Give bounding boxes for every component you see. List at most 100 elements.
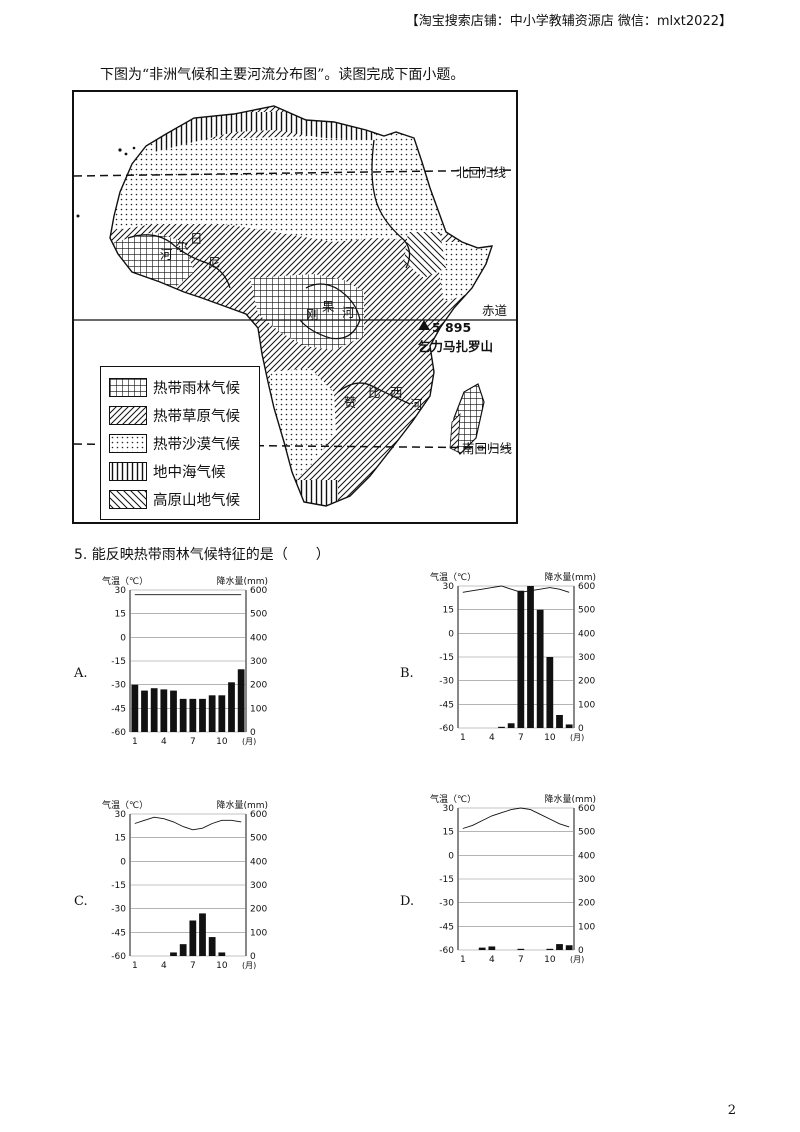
climate-chart-c[interactable]: 气温（℃） 降水量(mm) 30 15 0 -15 -30 -45 -60 600 500 400 30…: [92, 796, 274, 974]
precip-bar: [565, 724, 573, 728]
precip-tick-label: 100: [578, 922, 595, 932]
mediterranean-swatch: [109, 461, 147, 481]
option-b-letter[interactable]: B.: [400, 666, 414, 681]
legend-item: 热带沙漠气候: [109, 429, 259, 457]
temp-tick-label: 15: [115, 834, 126, 844]
precip-tick-label: 100: [250, 704, 267, 714]
option-d-letter[interactable]: D.: [400, 894, 415, 909]
precip-tick-label: 600: [578, 804, 595, 814]
tropic-of-cancer-line: [74, 169, 516, 177]
temp-tick-label: -60: [111, 952, 126, 962]
temp-tick-label: 15: [443, 828, 454, 838]
month-tick-label: 7: [518, 955, 524, 965]
precip-tick-label: 400: [578, 629, 595, 639]
precip-tick-label: 500: [578, 828, 595, 838]
temp-tick-label: 0: [120, 857, 126, 867]
month-tick-label: 4: [489, 733, 495, 743]
temp-axis-label: 气温（℃）: [430, 571, 476, 583]
precip-bar: [546, 948, 554, 950]
peak-name-label: 乞力马扎罗山: [418, 339, 494, 354]
precip-bar: [498, 726, 505, 728]
option-c-letter[interactable]: C.: [74, 894, 88, 909]
temp-tick-label: -30: [439, 677, 454, 687]
nile-river: [371, 139, 411, 269]
precip-bar: [170, 952, 177, 956]
month-tick-label: 7: [518, 733, 524, 743]
month-tick-label: 10: [544, 955, 556, 965]
precip-bar: [208, 695, 216, 732]
month-tick-label: 10: [544, 733, 556, 743]
precip-tick-label: 200: [578, 677, 595, 687]
precip-tick-label: 200: [250, 905, 267, 915]
congo-label-2: 果: [322, 299, 335, 314]
climate-chart-a[interactable]: 气温（℃） 降水量(mm) 30 15 0 -15 -30 -45 -60 600 500 400 30…: [92, 572, 274, 750]
month-tick-label: 1: [460, 955, 466, 965]
savanna-swatch: [109, 405, 147, 425]
congo-label-1: 刚: [306, 307, 319, 322]
month-tick-label: 4: [161, 961, 167, 971]
precip-bar: [141, 690, 148, 732]
precip-tick-label: 400: [250, 633, 267, 643]
tropic-of-capricorn-line: [74, 443, 516, 449]
precip-tick-label: 600: [578, 582, 595, 592]
month-unit-label: (月): [570, 955, 584, 964]
legend-label: 热带沙漠气候: [153, 436, 240, 453]
precip-bar: [189, 698, 197, 732]
precip-bar: [170, 690, 177, 732]
temp-tick-label: 30: [115, 810, 127, 820]
zambezi-label-1: 赞: [344, 395, 357, 410]
temp-tick-label: 30: [443, 804, 455, 814]
legend-label: 热带草原气候: [153, 408, 240, 425]
temp-tick-label: -60: [439, 946, 454, 956]
month-tick-label: 10: [216, 737, 228, 747]
precip-axis-label: 降水量(mm): [216, 799, 268, 811]
temp-tick-label: -15: [439, 875, 454, 885]
temp-tick-label: 0: [448, 851, 454, 861]
month-tick-label: 7: [190, 961, 196, 971]
precip-tick-label: 400: [578, 851, 595, 861]
precip-tick-label: 500: [250, 610, 267, 620]
zambezi-label-4: 河: [410, 397, 423, 412]
niger-label-1: 河: [160, 247, 173, 262]
climate-chart-b[interactable]: 气温（℃） 降水量(mm) 30 15 0 -15 -30 -45 -60 600 500 400 30…: [420, 568, 602, 750]
niger-label-2: 尔: [176, 239, 189, 254]
climate-chart-d[interactable]: 气温（℃） 降水量(mm) 30 15 0 -15 -30 -45 -60 600 500 400 30…: [420, 790, 602, 972]
precip-tick-label: 200: [250, 681, 267, 691]
question-5: 5. 能反映热带雨林气候特征的是（ ）: [74, 547, 330, 563]
month-tick-label: 4: [161, 737, 167, 747]
temp-tick-label: -30: [111, 681, 126, 691]
intro-text: 下图为“非洲气候和主要河流分布图”。读图完成下面小题。: [100, 67, 465, 83]
precip-bar: [199, 698, 206, 732]
page-header: 【淘宝搜索店铺：中小学教辅资源店 微信：mlxt2022】: [405, 14, 732, 29]
precip-tick-label: 100: [250, 928, 267, 938]
mountain-icon: [418, 320, 430, 330]
precip-tick-label: 500: [578, 606, 595, 616]
month-unit-label: (月): [570, 733, 584, 742]
precip-bar: [218, 952, 226, 956]
precip-tick-label: 100: [578, 700, 595, 710]
temp-tick-label: -15: [439, 653, 454, 663]
legend-label: 高原山地气候: [153, 492, 240, 509]
option-a-letter[interactable]: A.: [74, 666, 88, 681]
precip-axis-label: 降水量(mm): [216, 575, 268, 587]
temp-axis-label: 气温（℃）: [430, 793, 476, 805]
precip-tick-label: 600: [250, 586, 267, 596]
precip-tick-label: 300: [578, 653, 595, 663]
temp-tick-label: 30: [115, 586, 127, 596]
temp-tick-label: -45: [439, 922, 454, 932]
congo-label-3: 河: [342, 305, 355, 320]
precip-bar: [237, 669, 245, 732]
legend-item: 高原山地气候: [109, 485, 259, 513]
desert-swatch: [109, 433, 147, 453]
month-tick-label: 7: [190, 737, 196, 747]
temp-tick-label: -45: [111, 704, 126, 714]
temperature-line: [134, 816, 242, 831]
precip-tick-label: 300: [250, 657, 267, 667]
precip-tick-label: 400: [250, 857, 267, 867]
peak-height-label: 5 895: [432, 320, 472, 335]
month-tick-label: 1: [132, 961, 138, 971]
month-tick-label: 1: [132, 737, 138, 747]
legend-label: 热带雨林气候: [153, 380, 240, 397]
precip-bar: [517, 590, 525, 728]
precip-tick-label: 200: [578, 899, 595, 909]
